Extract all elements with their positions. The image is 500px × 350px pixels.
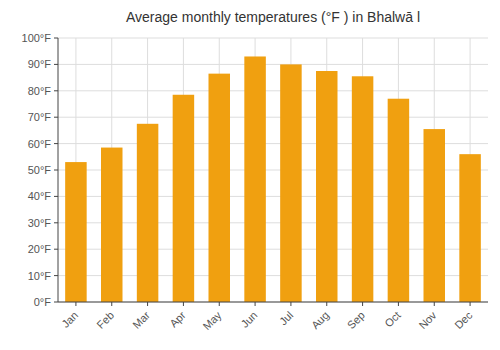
x-tick [75,302,76,306]
bar [388,99,410,302]
x-tick-label: Jun [238,309,259,330]
y-tick-label: 90°F [28,58,52,70]
x-tick [147,302,148,306]
y-tick [54,143,58,144]
bar [137,124,159,302]
x-tick [111,302,112,306]
x-tick-label: Jul [277,309,295,327]
x-tick [183,302,184,306]
y-tick [54,170,58,171]
x-tick-label: May [200,309,224,333]
y-tick [54,302,58,303]
bar [65,162,87,302]
y-tick-label: 10°F [28,270,52,282]
bar [316,71,338,302]
y-tick-label: 100°F [22,32,52,44]
y-tick-label: 40°F [28,190,52,202]
x-tick-label: Oct [382,309,403,330]
bar [101,148,123,302]
bar [209,74,231,302]
y-tick [54,38,58,39]
x-tick-label: Feb [94,309,116,331]
grid [58,38,488,302]
y-grid-line [58,64,488,65]
x-axis-line [58,302,488,303]
x-tick [255,302,256,306]
bar [280,64,302,302]
y-tick-label: 50°F [28,164,52,176]
x-tick-label: Mar [130,309,152,331]
y-tick [54,196,58,197]
x-tick [219,302,220,306]
bar [459,154,481,302]
y-grid-line [58,90,488,91]
y-tick [54,90,58,91]
bar [244,56,265,302]
y-tick [54,222,58,223]
x-tick [362,302,363,306]
x-tick-label: Sep [345,309,367,331]
y-tick [54,117,58,118]
x-tick-label: Dec [452,309,475,332]
x-tick [434,302,435,306]
chart-title: Average monthly temperatures (°F ) in Bh… [126,9,420,25]
y-grid-line [58,302,488,303]
y-tick [54,249,58,250]
x-tick-label: Nov [416,309,439,332]
y-tick-label: 20°F [28,243,52,255]
y-tick [54,275,58,276]
axes: 0°F 10°F 20°F 30°F 40°F 50°F 60°F 70°F 80°F 90°F 1… [22,32,488,332]
x-tick [290,302,291,306]
y-tick-label: 70°F [28,111,52,123]
y-tick-label: 80°F [28,85,52,97]
y-grid-line [58,38,488,39]
x-tick-label: Aug [309,309,331,331]
x-tick-label: Jan [59,309,80,330]
x-tick [326,302,327,306]
bars [65,56,481,302]
x-tick [398,302,399,306]
chart-svg: 0°F 10°F 20°F 30°F 40°F 50°F 60°F 70°F 80°F 90°F 1… [0,0,500,350]
y-tick-label: 30°F [28,217,52,229]
y-grid-line [58,117,488,118]
bar [424,129,446,302]
chart-container: 0°F 10°F 20°F 30°F 40°F 50°F 60°F 70°F 80°F 90°F 1… [0,0,500,350]
x-tick [470,302,471,306]
y-tick-label: 0°F [34,296,52,308]
y-tick [54,64,58,65]
x-tick-label: Apr [167,309,188,330]
bar [352,76,374,302]
bar [173,95,195,302]
y-tick-label: 60°F [28,138,52,150]
